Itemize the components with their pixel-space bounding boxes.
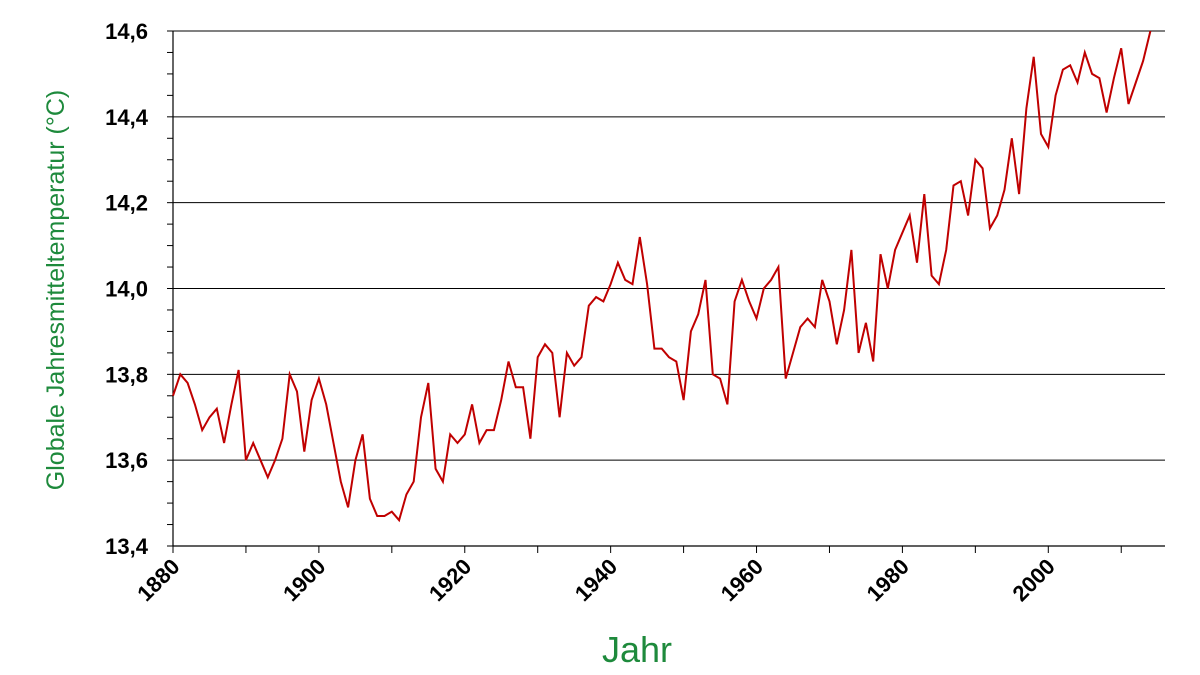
y-tick-label: 14,2 [105, 191, 148, 216]
y-tick-labels: 13,4 13,6 13,8 14,0 14,2 14,4 14,6 [105, 19, 149, 559]
x-tick-label: 1940 [570, 554, 622, 606]
y-axis-title: Globale Jahresmitteltemperatur (°C) [42, 90, 70, 490]
x-tick-label: 1880 [132, 554, 184, 606]
axes [167, 30, 1165, 553]
x-tick-label: 1980 [862, 554, 914, 606]
temperature-series-line [172, 30, 1152, 523]
y-tick-label: 13,8 [105, 362, 148, 387]
y-tick-label: 14,6 [105, 19, 148, 44]
x-tick-labels: 1880 1900 1920 1940 1960 1980 2000 [132, 554, 1060, 606]
series-layer [172, 30, 1152, 523]
horizontal-gridlines [173, 30, 1165, 461]
y-tick-label: 14,0 [105, 277, 148, 302]
y-tick-label: 13,4 [105, 534, 149, 559]
y-tick-label: 13,6 [105, 448, 148, 473]
x-tick-label: 1960 [716, 554, 768, 606]
x-tick-label: 1900 [278, 554, 330, 606]
x-tick-label: 1920 [424, 554, 476, 606]
y-tick-label: 14,4 [105, 105, 149, 130]
x-axis-title: Jahr [602, 629, 672, 670]
x-tick-label: 2000 [1008, 554, 1060, 606]
